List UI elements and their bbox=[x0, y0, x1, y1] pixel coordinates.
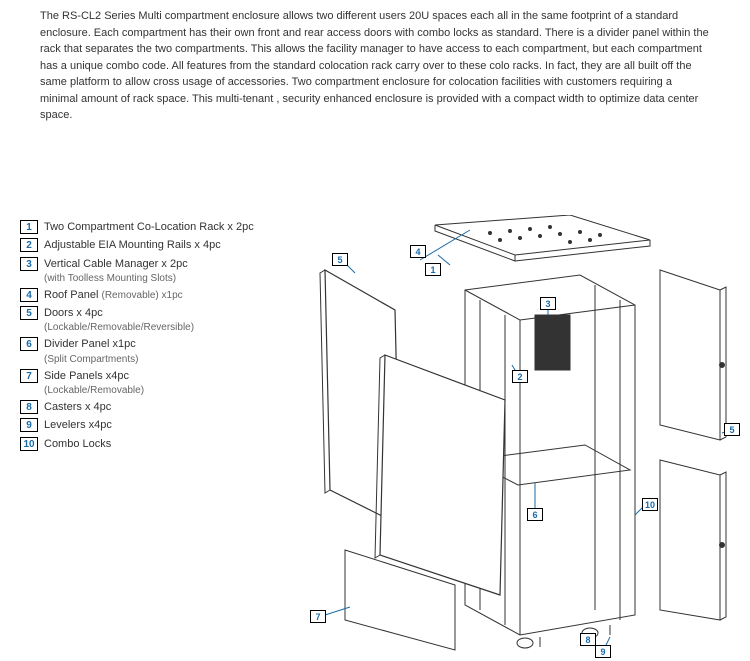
part-item: 9 Levelers x4pc bbox=[20, 418, 254, 432]
rack-diagram-svg bbox=[290, 215, 740, 655]
part-item: 2 Adjustable EIA Mounting Rails x 4pc bbox=[20, 238, 254, 252]
part-item: 7 Side Panels x4pc bbox=[20, 369, 254, 383]
part-item: 8 Casters x 4pc bbox=[20, 400, 254, 414]
part-item: 1 Two Compartment Co-Location Rack x 2pc bbox=[20, 220, 254, 234]
part-number-box: 2 bbox=[20, 238, 38, 252]
part-subtext: (Lockable/Removable) bbox=[44, 385, 254, 396]
part-number-box: 7 bbox=[20, 369, 38, 383]
part-subtext: (Lockable/Removable/Reversible) bbox=[44, 322, 254, 333]
callout-5: 5 bbox=[332, 253, 348, 266]
part-number-box: 4 bbox=[20, 288, 38, 302]
part-item: 5 Doors x 4pc bbox=[20, 306, 254, 320]
part-item: 10 Combo Locks bbox=[20, 437, 254, 451]
callout-10: 10 bbox=[642, 498, 658, 511]
callout-8: 8 bbox=[580, 633, 596, 646]
callout-5b: 5 bbox=[724, 423, 740, 436]
part-subtext: (with Toolless Mounting Slots) bbox=[44, 273, 254, 284]
part-number-box: 10 bbox=[20, 437, 38, 451]
part-label: Two Compartment Co-Location Rack x 2pc bbox=[44, 220, 254, 234]
part-label: Adjustable EIA Mounting Rails x 4pc bbox=[44, 238, 221, 252]
part-number-box: 3 bbox=[20, 257, 38, 271]
part-number-box: 8 bbox=[20, 400, 38, 414]
part-label: Levelers x4pc bbox=[44, 418, 112, 432]
part-label: Casters x 4pc bbox=[44, 400, 111, 414]
part-label-text: Roof Panel bbox=[44, 289, 98, 301]
callout-1: 1 bbox=[425, 263, 441, 276]
part-number-box: 9 bbox=[20, 418, 38, 432]
part-subtext: (Split Compartments) bbox=[44, 354, 254, 365]
part-label: Divider Panel x1pc bbox=[44, 337, 136, 351]
callout-9: 9 bbox=[595, 645, 611, 658]
part-label: Vertical Cable Manager x 2pc bbox=[44, 257, 188, 271]
part-label: Roof Panel (Removable) x1pc bbox=[44, 288, 183, 302]
exploded-diagram: 5 4 1 3 2 6 7 8 9 10 5 bbox=[290, 215, 740, 655]
part-number-box: 6 bbox=[20, 337, 38, 351]
part-item: 6 Divider Panel x1pc bbox=[20, 337, 254, 351]
callout-6: 6 bbox=[527, 508, 543, 521]
callout-3: 3 bbox=[540, 297, 556, 310]
part-label: Side Panels x4pc bbox=[44, 369, 129, 383]
part-item: 3 Vertical Cable Manager x 2pc bbox=[20, 257, 254, 271]
callout-2: 2 bbox=[512, 370, 528, 383]
callout-7: 7 bbox=[310, 610, 326, 623]
parts-list: 1 Two Compartment Co-Location Rack x 2pc… bbox=[20, 220, 254, 455]
part-label: Doors x 4pc bbox=[44, 306, 103, 320]
product-description: The RS-CL2 Series Multi compartment encl… bbox=[0, 0, 750, 144]
part-number-box: 5 bbox=[20, 306, 38, 320]
part-item: 4 Roof Panel (Removable) x1pc bbox=[20, 288, 254, 302]
callout-4: 4 bbox=[410, 245, 426, 258]
part-label: Combo Locks bbox=[44, 437, 111, 451]
part-number-box: 1 bbox=[20, 220, 38, 234]
description-text: The RS-CL2 Series Multi compartment encl… bbox=[40, 10, 709, 121]
part-note: (Removable) x1pc bbox=[102, 290, 183, 301]
